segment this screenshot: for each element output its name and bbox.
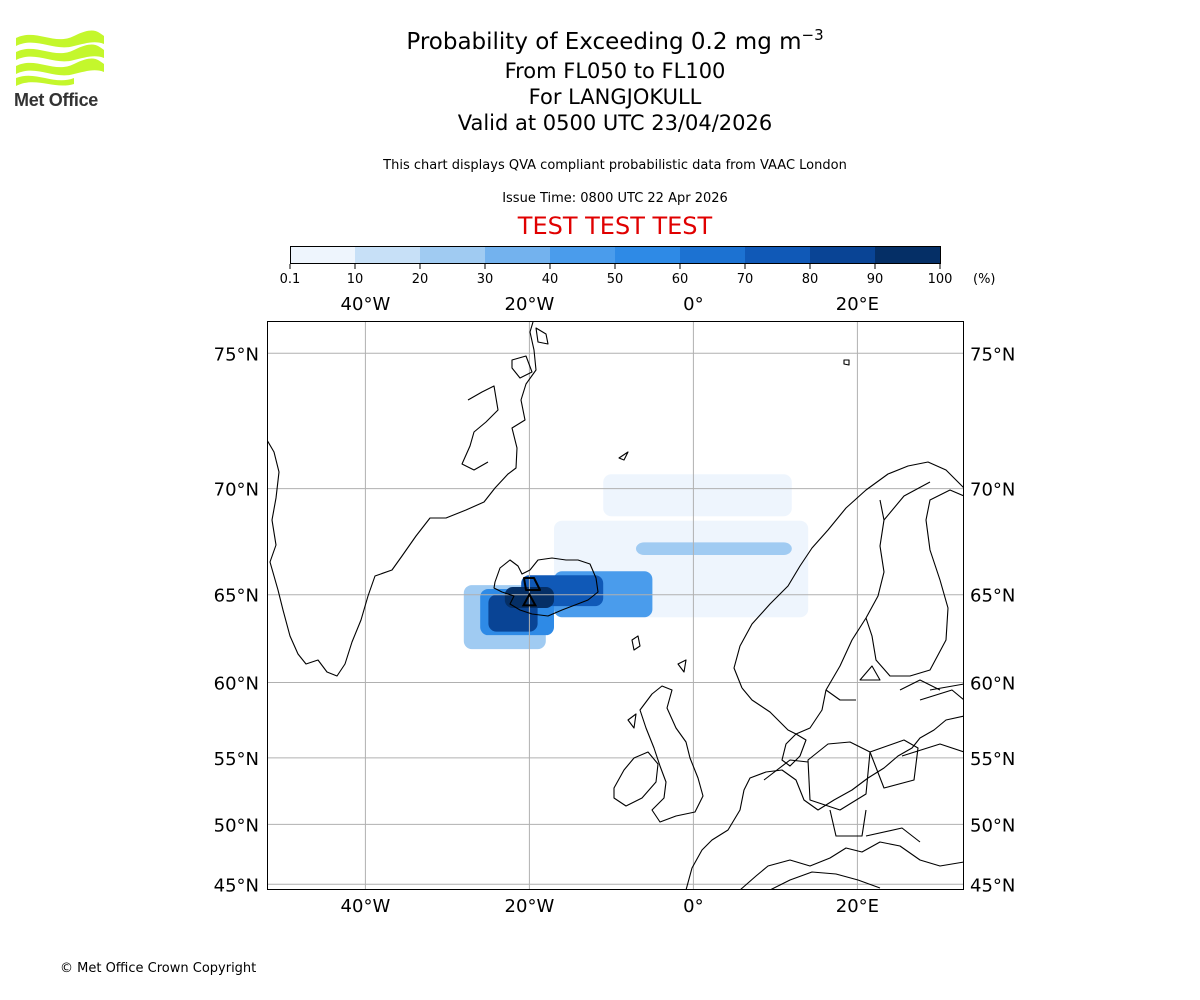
colorbar-tick-label: 40 — [542, 272, 559, 287]
title-superscript: −3 — [801, 26, 824, 44]
volcano-triangle — [521, 592, 538, 607]
title-line-1: Probability of Exceeding 0.2 mg m — [406, 29, 802, 55]
probability-region — [603, 474, 792, 517]
colorbar-cell — [615, 246, 681, 264]
colorbar-cell — [290, 246, 356, 264]
title-line-3: For LANGJOKULL — [528, 85, 702, 109]
latitude-label-left: 50°N — [214, 815, 259, 836]
chart-description: This chart displays QVA compliant probab… — [383, 158, 847, 173]
colorbar-tick-label: 100 — [928, 272, 953, 287]
probability-region — [636, 542, 792, 555]
longitude-label-bottom: 20°E — [836, 896, 879, 917]
chart-title: Probability of Exceeding 0.2 mg m−3 — [0, 26, 1200, 58]
colorbar: 0.1 10 20 30 40 50 60 70 80 90 100 (%) — [280, 246, 996, 287]
colorbar-tick-label: 80 — [802, 272, 819, 287]
probability-plume — [463, 474, 809, 650]
copyright: © Met Office Crown Copyright — [60, 961, 257, 976]
latitude-label-right: 70°N — [970, 480, 1015, 501]
colorbar-tick-label: 90 — [867, 272, 884, 287]
colorbar-cell — [875, 246, 941, 264]
graticule — [267, 321, 964, 890]
title-line-2: From FL050 to FL100 — [504, 59, 726, 83]
colorbar-cell — [550, 246, 616, 264]
colorbar-tick-label: 30 — [477, 272, 494, 287]
test-banner: TEST TEST TEST — [517, 212, 713, 240]
longitude-label-top: 20°W — [505, 294, 555, 315]
map-frame — [267, 321, 964, 890]
latitude-label-left: 45°N — [214, 875, 259, 896]
colorbar-tick-label: 0.1 — [280, 272, 301, 287]
latitude-label-left: 75°N — [214, 344, 259, 365]
volcano-marker — [521, 592, 538, 607]
latitude-label-right: 55°N — [970, 749, 1015, 770]
colorbar-cell — [810, 246, 876, 264]
colorbar-cell — [355, 246, 421, 264]
longitude-label-top: 20°E — [836, 294, 879, 315]
longitude-label-bottom: 0° — [683, 896, 703, 917]
colorbar-tick-label: 60 — [672, 272, 689, 287]
latitude-label-right: 50°N — [970, 815, 1015, 836]
latitude-labels: 75°N 75°N 70°N 70°N 65°N 65°N 60°N 60°N 55°N 55°N… — [214, 344, 1016, 896]
colorbar-tick-label: 20 — [412, 272, 429, 287]
colorbar-cell — [745, 246, 811, 264]
longitude-label-bottom: 40°W — [341, 896, 391, 917]
latitude-label-left: 70°N — [214, 480, 259, 501]
colorbar-unit: (%) — [973, 272, 996, 287]
latitude-label-right: 75°N — [970, 344, 1015, 365]
met-office-logo: Met Office — [14, 30, 114, 111]
longitude-label-top: 40°W — [341, 294, 391, 315]
met-office-waves-icon — [16, 30, 104, 86]
colorbar-tick-label: 50 — [607, 272, 624, 287]
latitude-label-right: 65°N — [970, 586, 1015, 607]
logo-wordmark: Met Office — [14, 90, 99, 110]
colorbar-tick-label: 10 — [347, 272, 364, 287]
longitude-label-bottom: 20°W — [505, 896, 555, 917]
latitude-label-left: 60°N — [214, 674, 259, 695]
title-line-4: Valid at 0500 UTC 23/04/2026 — [457, 111, 773, 135]
coastlines — [267, 321, 964, 890]
latitude-label-right: 45°N — [970, 875, 1015, 896]
chart-title-block: Probability of Exceeding 0.2 mg m−3 From… — [0, 26, 1200, 136]
latitude-label-left: 65°N — [214, 586, 259, 607]
colorbar-cell — [485, 246, 551, 264]
colorbar-cell — [680, 246, 746, 264]
colorbar-tick-label: 70 — [737, 272, 754, 287]
longitude-label-top: 0° — [683, 294, 703, 315]
latitude-label-left: 55°N — [214, 749, 259, 770]
issue-time: Issue Time: 0800 UTC 22 Apr 2026 — [502, 191, 728, 206]
longitude-labels: 40°W 40°W 20°W 20°W 0° 0° 20°E 20°E — [341, 294, 879, 917]
colorbar-cell — [420, 246, 486, 264]
latitude-label-right: 60°N — [970, 674, 1015, 695]
